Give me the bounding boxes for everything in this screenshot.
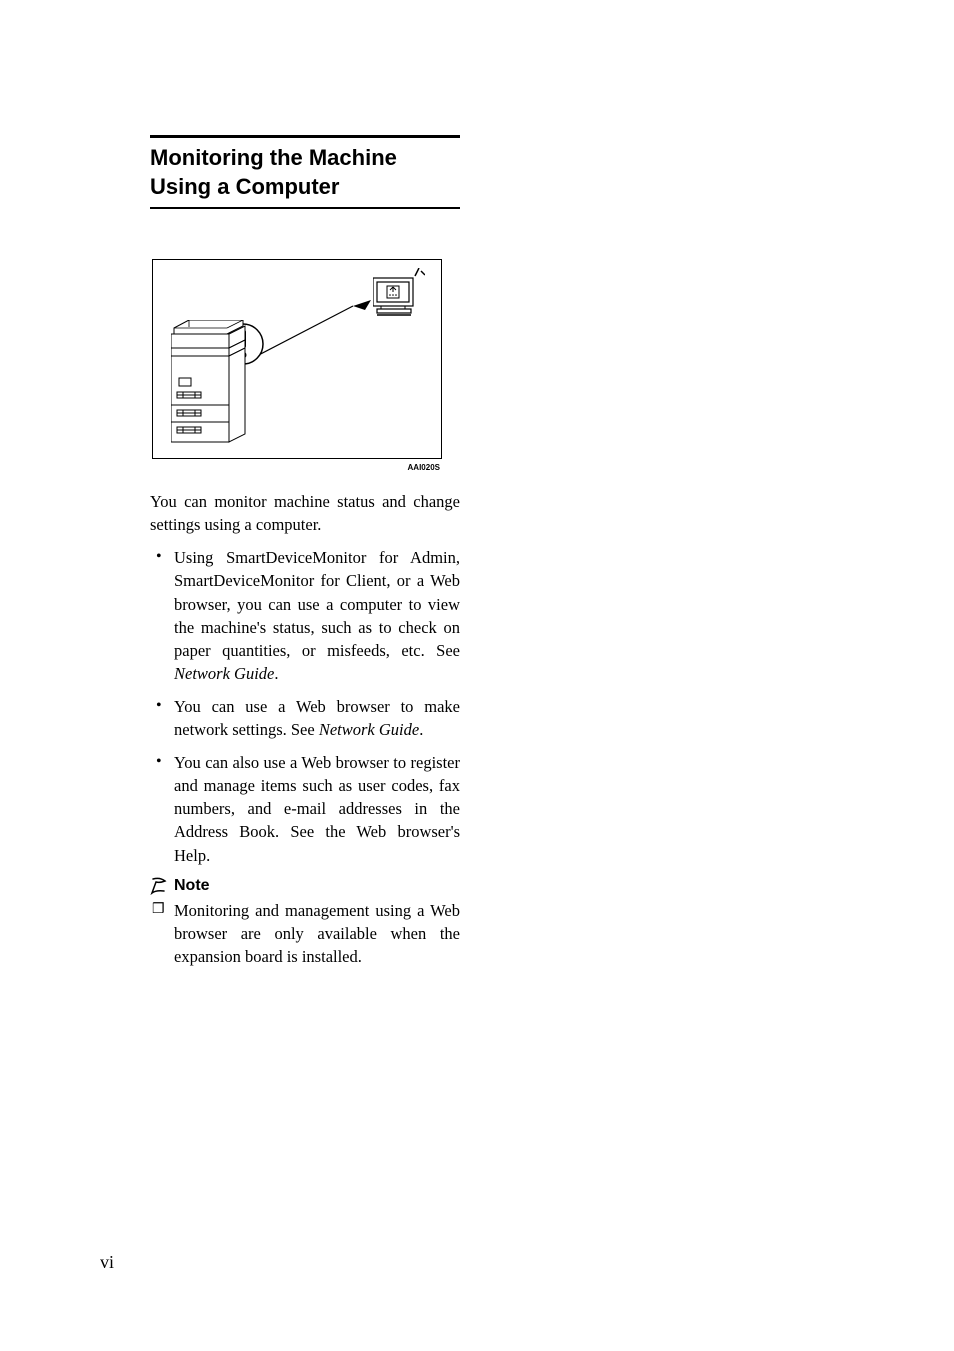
bullet-item: You can also use a Web browser to regist… <box>150 751 460 866</box>
figure-label: AAI020S <box>150 463 440 472</box>
section-heading-block: Monitoring the Machine Using a Computer <box>150 135 460 209</box>
bullet-text-after: . <box>419 720 423 739</box>
bullet-text-before: Using SmartDeviceMonitor for Admin, Smar… <box>174 548 460 659</box>
printer-icon <box>171 320 261 445</box>
bullet-text-italic: Network Guide <box>319 720 419 739</box>
note-item: Monitoring and management using a Web br… <box>150 899 460 968</box>
section-heading: Monitoring the Machine Using a Computer <box>150 144 460 201</box>
bullet-item: You can use a Web browser to make networ… <box>150 695 460 741</box>
bullet-list: Using SmartDeviceMonitor for Admin, Smar… <box>150 546 460 866</box>
page-number: vi <box>100 1252 114 1273</box>
note-list: Monitoring and management using a Web br… <box>150 899 460 968</box>
computer-icon <box>373 268 425 318</box>
bullet-text-italic: Network Guide <box>174 664 274 683</box>
bullet-text-before: You can also use a Web browser to regist… <box>174 753 460 864</box>
bullet-text-after: . <box>274 664 278 683</box>
connection-arrow-icon <box>253 300 373 380</box>
note-label: Note <box>174 877 210 895</box>
note-icon <box>150 877 168 895</box>
figure-illustration <box>152 259 442 459</box>
note-header: Note <box>150 877 460 895</box>
intro-paragraph: You can monitor machine status and chang… <box>150 490 460 536</box>
bullet-item: Using SmartDeviceMonitor for Admin, Smar… <box>150 546 460 685</box>
